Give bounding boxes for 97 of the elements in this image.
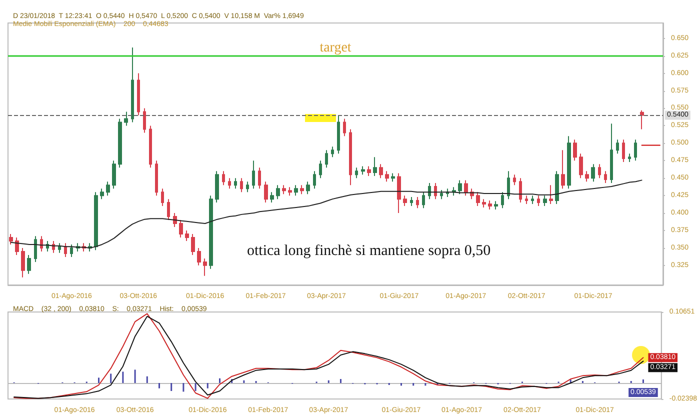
candlestick [155, 160, 158, 196]
candlestick [585, 170, 589, 182]
candlestick [343, 118, 346, 137]
candlestick [416, 196, 419, 209]
candlestick [391, 172, 395, 182]
candlestick [531, 195, 534, 204]
candlestick [337, 114, 340, 154]
candlestick [58, 242, 61, 254]
candlestick [349, 128, 352, 186]
candlestick [543, 195, 547, 207]
candlestick [240, 178, 243, 193]
candlestick [397, 172, 401, 214]
candlestick [367, 166, 371, 177]
candlestick [464, 180, 468, 196]
candlestick [361, 166, 365, 176]
candlestick [385, 170, 389, 182]
candlestick [124, 111, 128, 126]
candlestick [34, 236, 37, 262]
candlestick [149, 125, 152, 168]
candlestick [21, 247, 25, 278]
candlestick [306, 181, 310, 195]
candlestick [288, 186, 292, 196]
candlestick [555, 170, 559, 204]
candlestick [513, 174, 516, 186]
candlestick [222, 170, 225, 186]
candlestick [440, 189, 443, 200]
candlestick [355, 167, 358, 179]
candlestick [112, 160, 116, 190]
candlestick [270, 192, 274, 204]
candlestick [94, 192, 98, 251]
candlestick [143, 108, 146, 134]
candlestick [319, 160, 322, 179]
candlestick [410, 196, 413, 207]
candlestick [501, 192, 504, 209]
candlestick [403, 195, 407, 207]
candlestick [40, 236, 43, 252]
candlestick [561, 150, 565, 190]
candlestick [106, 181, 110, 196]
candlestick [616, 139, 619, 154]
candlestick [246, 181, 249, 193]
candlestick [197, 247, 201, 266]
candlestick [15, 236, 19, 256]
candlestick [215, 170, 219, 204]
candlestick [634, 139, 637, 162]
candlestick [422, 192, 425, 209]
candlestick [203, 258, 207, 276]
candlestick [579, 153, 583, 179]
candlestick [252, 160, 255, 190]
candlestick [598, 164, 601, 179]
candlestick [549, 184, 553, 204]
candlestick [313, 170, 316, 190]
candlestick [9, 233, 13, 245]
candlestick [100, 188, 104, 200]
candlestick [640, 110, 644, 130]
ref-line-label: target [320, 40, 352, 56]
candlestick [458, 180, 462, 195]
candlestick [276, 184, 280, 200]
candlestick [179, 220, 183, 238]
candlestick [234, 178, 237, 190]
candlestick [379, 164, 383, 179]
candlestick [482, 198, 486, 208]
candlestick [300, 184, 304, 195]
candlestick [591, 164, 595, 182]
annotation: ottica long finchè si mantiene sopra 0,50 [247, 243, 491, 260]
candlestick [446, 188, 449, 198]
candlestick [373, 156, 377, 177]
candlestick [494, 200, 498, 210]
candlestick [476, 192, 480, 207]
candlestick [325, 150, 328, 168]
candlestick [573, 139, 577, 162]
candlestick [209, 195, 213, 270]
candlestick [507, 170, 510, 200]
candlestick [525, 195, 528, 204]
candlestick [64, 242, 67, 258]
candlestick [161, 188, 164, 207]
candlestick [628, 153, 631, 163]
candlestick [537, 195, 540, 207]
candlestick [604, 170, 607, 184]
candlestick [567, 136, 571, 190]
candlestick [70, 244, 73, 258]
candlestick [118, 118, 122, 168]
candlestick [258, 167, 261, 190]
candlestick [488, 200, 492, 210]
candlestick [27, 254, 31, 274]
candlestick [191, 233, 195, 256]
candlestick [610, 123, 613, 184]
candlestick [331, 146, 334, 158]
candlestick [282, 184, 286, 195]
candlestick [294, 184, 298, 196]
candlestick [622, 139, 625, 163]
candlestick [131, 46, 134, 123]
candlestick [264, 181, 268, 204]
candlestick [185, 230, 189, 242]
candlestick [519, 178, 522, 204]
candlestick [137, 72, 140, 116]
candlestick [167, 198, 170, 221]
candlestick [228, 178, 231, 190]
